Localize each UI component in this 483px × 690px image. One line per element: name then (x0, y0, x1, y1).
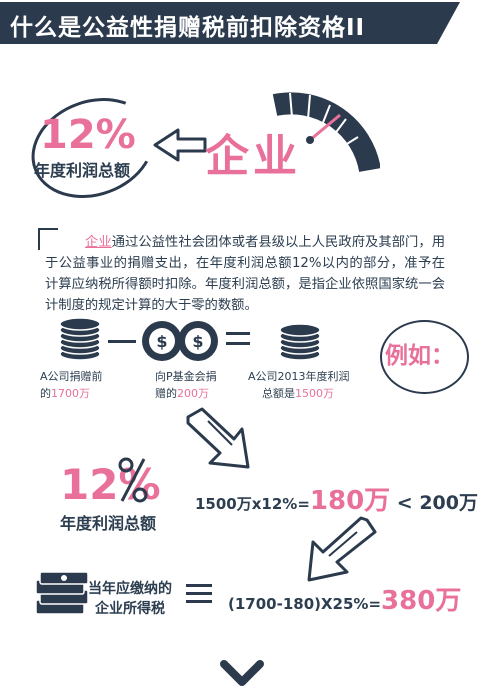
highlight-word: 企业 (85, 235, 112, 250)
caption-donation: 向P基金会捐 赠的200万 (155, 368, 217, 402)
arrow-left-icon (153, 128, 207, 162)
coin-stack-icon (59, 317, 101, 361)
calc-compare: < 200万 (390, 492, 478, 514)
tax-label-line1: 当年应缴纳的 (88, 581, 172, 597)
percent-value: 12% (40, 112, 136, 158)
page-title: 什么是公益性捐赠税前扣除资格II (10, 15, 366, 41)
caption-before-donation: A公司捐赠前 的1700万 (40, 368, 103, 402)
equals-sign-top (226, 332, 250, 335)
calc-result: 180万 (309, 486, 391, 516)
calc-expression: (1700-180)X25%= (228, 595, 382, 613)
caption-line: A公司捐赠前 (40, 370, 103, 383)
tax-label-line2: 企业所得税 (95, 601, 165, 617)
equals-sign-bottom (226, 342, 250, 345)
equals-sign-bottom (186, 600, 212, 603)
svg-text:$: $ (156, 332, 167, 351)
coin-dollar-icon: $ $ (142, 321, 218, 361)
arrow-icon (186, 407, 250, 469)
header-banner (0, 2, 460, 44)
header: 什么是公益性捐赠税前扣除资格II (0, 0, 483, 48)
paragraph-text: 通过公益性社会团体或者县级以上人民政府及其部门，用于公益事业的捐赠支出，在年度利… (45, 235, 445, 313)
calc-result: 380万 (381, 586, 462, 616)
coin-stack-icon (279, 323, 321, 361)
cash-stack-icon (35, 571, 89, 615)
caption-value: 1700万 (51, 387, 90, 400)
description-paragraph: 企业通过公益性社会团体或者县级以上人民政府及其部门，用于公益事业的捐赠支出，在年… (45, 232, 445, 316)
svg-text:$: $ (192, 332, 203, 351)
gauge-icon (272, 92, 380, 173)
minus-sign (108, 340, 136, 343)
calculation-tax: (1700-180)X25%=380万 (228, 580, 461, 617)
percent-label: 年度利润总额 (34, 161, 131, 180)
caption-line: 向P基金会捐 (155, 370, 217, 383)
percent-label-mid: 年度利润总额 (60, 514, 157, 533)
equals-sign-middle (186, 592, 212, 595)
percent-mark-icon (118, 457, 148, 503)
example-label: 例如： (385, 343, 454, 369)
caption-line: 总额是1500万 (262, 387, 334, 400)
example-ring (380, 320, 469, 394)
caption-value: 1500万 (295, 387, 334, 400)
caption-profit: A公司2013年度利润 总额是1500万 (248, 368, 350, 402)
chevron-down-icon[interactable] (220, 660, 264, 688)
paragraph-bracket (38, 228, 58, 250)
calc-expression: 1500万x12%= (195, 495, 310, 513)
caption-line: A公司2013年度利润 (248, 370, 350, 383)
caption-line: 赠的200万 (155, 387, 209, 400)
caption-line: 的1700万 (40, 387, 90, 400)
equals-sign-top (186, 584, 212, 587)
tax-label: 当年应缴纳的 企业所得税 (88, 579, 172, 619)
calculation-deduction: 1500万x12%=180万 < 200万 (195, 480, 478, 517)
arrow-icon (307, 516, 377, 582)
caption-value: 200万 (177, 387, 209, 400)
enterprise-label: 企业 (205, 131, 301, 182)
